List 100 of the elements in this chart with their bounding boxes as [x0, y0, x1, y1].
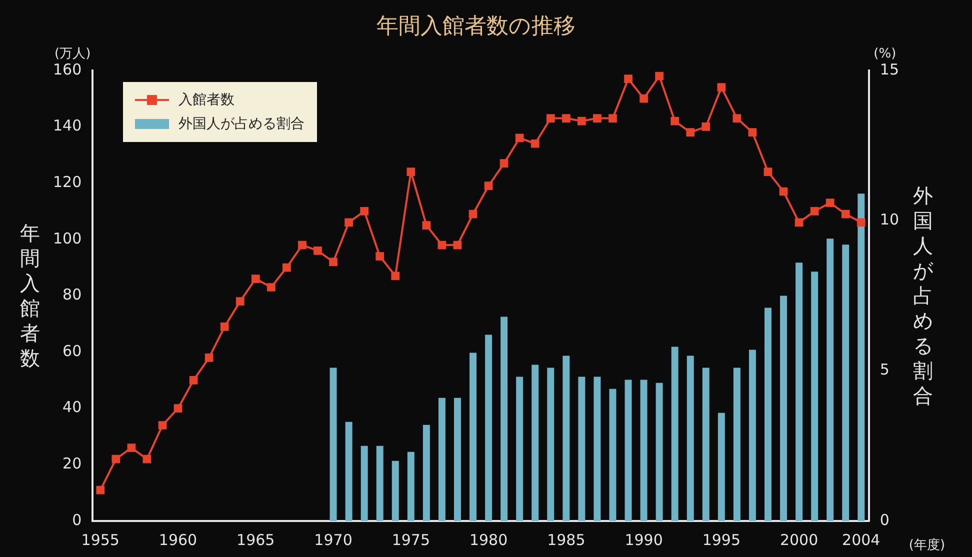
point — [406, 168, 416, 176]
y-tick-label: 100 — [52, 229, 82, 248]
y-tick-label: 0 — [72, 510, 82, 529]
point — [670, 116, 680, 126]
bar — [438, 398, 446, 521]
point — [702, 122, 710, 131]
bar — [842, 244, 850, 521]
text: (%) — [874, 46, 896, 62]
point — [686, 128, 695, 137]
point — [142, 454, 152, 464]
point — [624, 74, 632, 84]
x-tick-label: 2004 — [842, 530, 880, 549]
point — [593, 114, 602, 122]
point — [112, 454, 120, 464]
point — [717, 83, 726, 92]
point — [96, 486, 105, 494]
bar — [470, 352, 476, 521]
bar — [345, 422, 352, 521]
point — [360, 207, 369, 216]
y-tick-label: 160 — [52, 60, 82, 78]
bar — [826, 238, 834, 521]
legend-label: 入館者数 — [178, 91, 235, 110]
y2-tick-label: 15 — [880, 60, 900, 78]
x-tick-label: 1970 — [314, 530, 352, 549]
bar — [407, 452, 414, 521]
point — [391, 272, 400, 280]
point — [438, 240, 446, 250]
x-tick-label: 1965 — [236, 530, 275, 549]
point — [220, 322, 229, 331]
y-tick-label: 20 — [62, 454, 82, 473]
x-tick-label: 1960 — [158, 530, 198, 549]
point — [779, 187, 788, 196]
point — [453, 240, 462, 250]
bar — [330, 368, 337, 521]
x-tick-label: 2000 — [780, 530, 818, 549]
point — [344, 218, 353, 227]
bar — [562, 356, 570, 521]
point — [515, 134, 524, 142]
point — [841, 210, 850, 218]
point — [810, 207, 819, 216]
bar — [360, 446, 368, 521]
bar — [547, 368, 554, 521]
bar — [656, 382, 663, 521]
bar — [733, 368, 740, 521]
point — [546, 114, 555, 122]
y-tick-label: 60 — [62, 342, 82, 360]
point — [422, 221, 431, 230]
bar — [454, 398, 461, 521]
y-axis-title: 年間入館者数 — [19, 220, 41, 371]
point — [251, 274, 260, 283]
bar — [858, 194, 865, 521]
point — [174, 404, 182, 413]
x-tick-label: 1990 — [624, 530, 663, 549]
y-tick-label: 120 — [52, 172, 82, 191]
bar — [594, 376, 601, 521]
legend-label: 外国人が占める割合 — [178, 115, 305, 134]
bar — [392, 460, 399, 521]
point — [484, 182, 493, 190]
text: (年度) — [908, 536, 946, 553]
point — [640, 94, 648, 103]
point — [748, 128, 757, 137]
point — [329, 258, 338, 266]
point — [236, 297, 244, 306]
bar — [578, 376, 586, 521]
y2-tick-label: 10 — [880, 210, 900, 228]
x-tick-label: 1995 — [702, 530, 741, 549]
point — [562, 114, 570, 122]
bar — [609, 388, 616, 521]
point — [298, 240, 306, 250]
point — [314, 246, 322, 255]
y-tick-label: 40 — [62, 398, 82, 416]
point — [856, 218, 866, 227]
bar — [748, 350, 756, 521]
bar — [671, 346, 678, 521]
x-tick-label: 1980 — [469, 530, 508, 549]
chart-title: 年間入館者数の推移 — [376, 14, 576, 39]
point — [578, 116, 586, 126]
point — [282, 263, 291, 272]
bar — [624, 380, 632, 521]
bar — [532, 364, 539, 521]
y2-tick-label: 5 — [880, 360, 890, 379]
point — [794, 218, 804, 227]
x-tick-label: 1975 — [392, 530, 430, 549]
bar — [764, 308, 772, 521]
bar — [686, 356, 694, 521]
point — [468, 210, 478, 218]
point — [655, 72, 664, 80]
y-tick-label: 140 — [52, 116, 82, 135]
text: 外国人が占める割合 — [912, 183, 933, 408]
bar — [376, 446, 384, 521]
point — [127, 444, 136, 452]
bar — [718, 412, 725, 521]
bar — [485, 334, 492, 521]
point — [826, 198, 834, 207]
point — [530, 139, 540, 148]
y2-tick-label: 0 — [880, 510, 890, 529]
point — [266, 283, 276, 292]
point — [158, 421, 167, 430]
bar — [500, 316, 508, 521]
point — [189, 376, 198, 384]
